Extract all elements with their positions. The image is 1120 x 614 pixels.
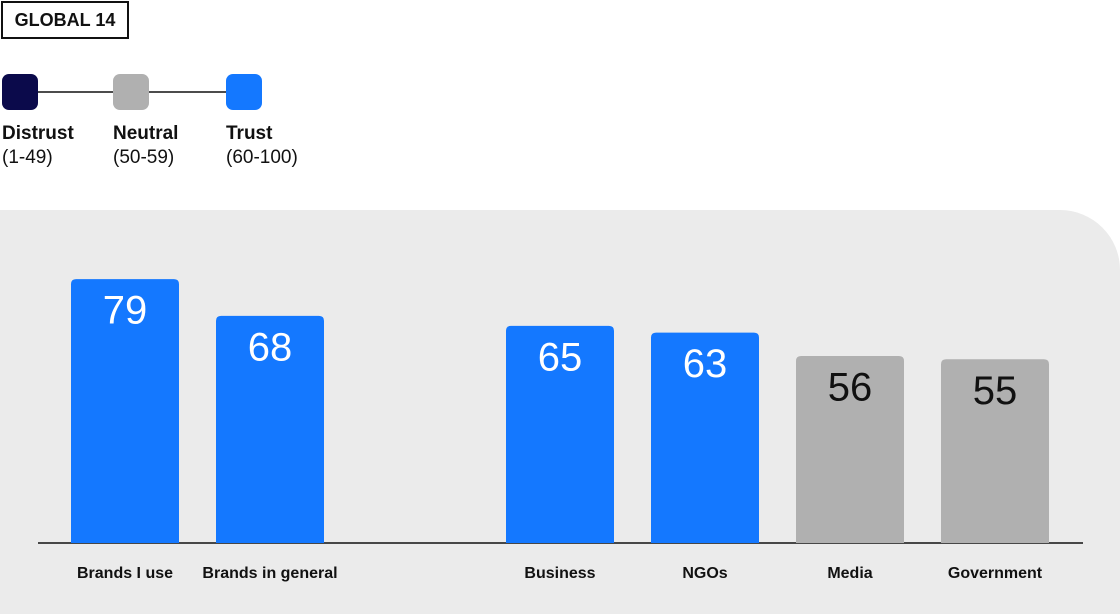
x-tick-label: Business	[524, 565, 595, 582]
legend-swatch	[113, 74, 149, 110]
legend-range: (60-100)	[226, 147, 298, 168]
value-label: 56	[828, 366, 873, 410]
chart-title: GLOBAL 14	[15, 10, 116, 30]
value-label: 65	[538, 335, 583, 379]
bar	[506, 325, 614, 543]
x-tick-label: Brands I use	[77, 565, 173, 582]
value-label: 63	[683, 342, 728, 386]
legend-swatch	[2, 74, 38, 110]
bar	[71, 279, 179, 543]
legend-range: (1-49)	[2, 147, 53, 168]
x-tick-label: NGOs	[682, 565, 727, 582]
bar	[941, 359, 1049, 543]
value-label: 79	[103, 289, 148, 333]
value-label: 55	[973, 369, 1018, 413]
x-tick-label: Media	[827, 565, 872, 582]
legend-label: Distrust	[2, 123, 74, 144]
legend-label: Trust	[226, 123, 273, 144]
legend-swatch	[226, 74, 262, 110]
legend-label: Neutral	[113, 123, 178, 144]
bar	[216, 315, 324, 543]
bar	[796, 355, 904, 543]
bar	[651, 332, 759, 543]
title-box	[1, 1, 129, 39]
x-tick-label: Government	[948, 565, 1043, 582]
x-tick-label: Brands in general	[202, 565, 337, 582]
value-label: 68	[248, 325, 293, 369]
legend-range: (50-59)	[113, 147, 174, 168]
